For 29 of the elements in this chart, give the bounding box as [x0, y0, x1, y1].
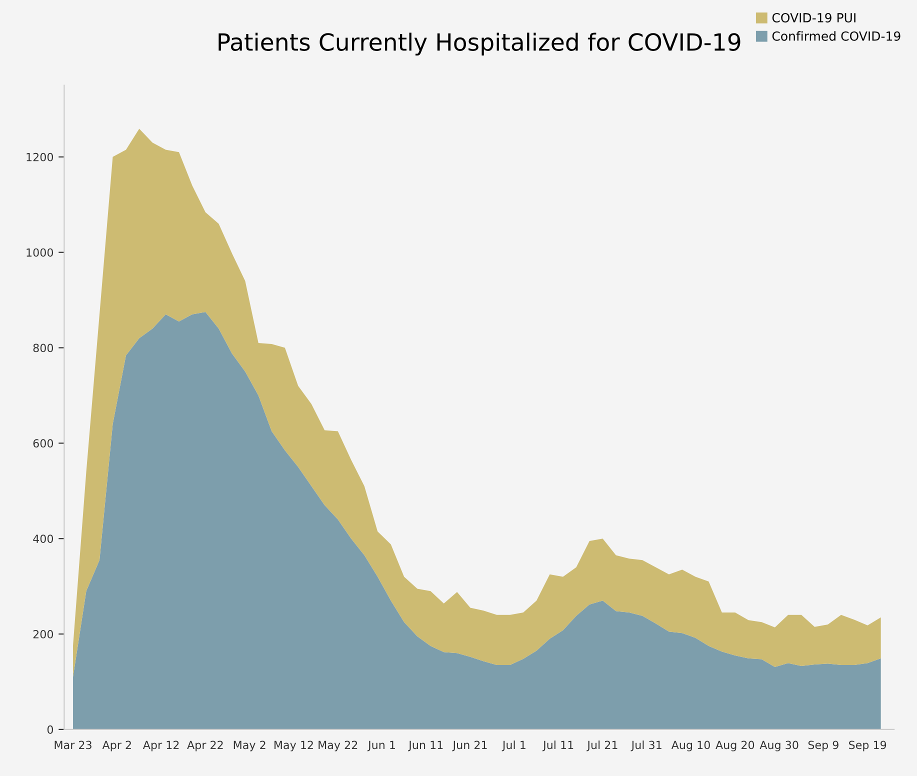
y-tick-label: 0 [47, 725, 54, 734]
x-tick-label: Sep 9 [808, 740, 838, 752]
y-tick-label: 200 [33, 630, 54, 638]
x-tick-label: May 12 [274, 740, 313, 752]
legend-label: COVID-19 PUI [772, 13, 856, 22]
x-tick-label: Aug 20 [716, 740, 754, 752]
x-tick-label: Jun 1 [367, 740, 395, 752]
x-tick-label: May 22 [318, 740, 358, 752]
x-tick-label: Aug 10 [671, 740, 710, 752]
x-tick-label: Jul 1 [502, 740, 526, 752]
x-tick-label: Sep 19 [849, 740, 886, 752]
y-tick-label: 800 [33, 344, 54, 352]
x-tick-label: Apr 2 [102, 740, 131, 752]
legend-label: Confirmed COVID-19 [772, 31, 900, 41]
x-tick-label: Jun 21 [452, 740, 487, 752]
x-tick-label: Aug 30 [760, 740, 798, 752]
x-tick-label: Jul 31 [630, 740, 662, 752]
x-tick-label: Apr 22 [187, 740, 223, 752]
y-tick-label: 400 [33, 534, 54, 543]
chart-title: Patients Currently Hospitalized for COVID-19 [218, 32, 740, 56]
x-tick-label: Apr 12 [142, 740, 179, 752]
x-tick-label: Jul 11 [542, 740, 574, 752]
y-tick-label: 600 [33, 439, 54, 448]
x-tick-label: May 2 [234, 740, 266, 752]
y-tick-label: 1200 [26, 152, 54, 162]
y-tick-label: 1000 [26, 248, 54, 257]
x-tick-label: Jul 21 [586, 740, 618, 752]
x-tick-label: Mar 23 [54, 740, 92, 750]
x-tick-label: Jun 11 [408, 740, 443, 752]
